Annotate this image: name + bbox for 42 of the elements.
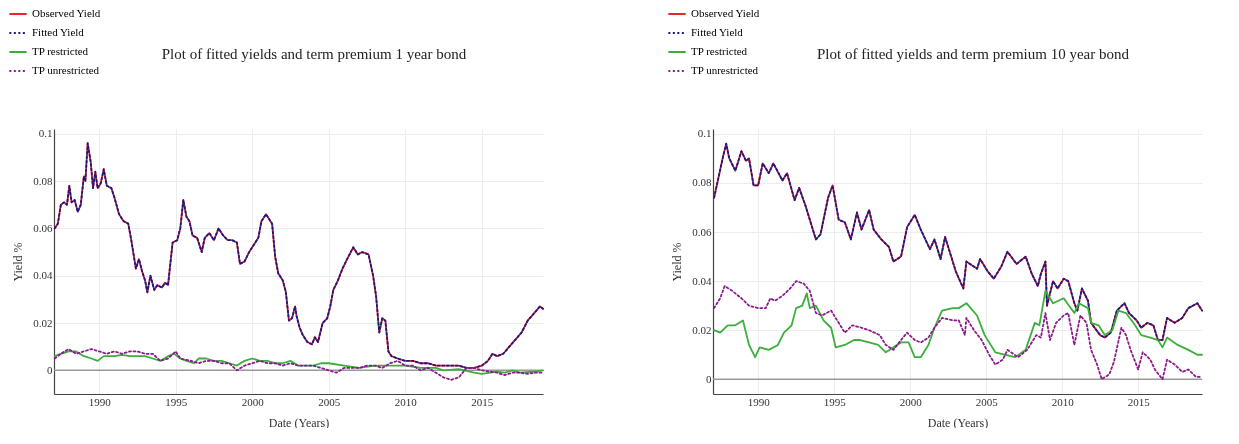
line-series <box>53 142 544 369</box>
line-series <box>713 280 1203 381</box>
legend-label: TP restricted <box>32 45 89 57</box>
legend-label: Fitted Yield <box>32 26 85 38</box>
y-tick-label: 0 <box>706 372 712 385</box>
legend-label: Observed Yield <box>691 7 760 19</box>
legend-label: Fitted Yield <box>691 26 744 38</box>
x-tick-label: 2005 <box>975 395 999 408</box>
y-tick-label: 0.08 <box>692 176 712 189</box>
legend-label: Observed Yield <box>32 7 101 19</box>
y-tick-label: 0.02 <box>692 323 712 336</box>
y-tick-label: 0.04 <box>692 274 712 287</box>
line-series <box>713 142 1203 341</box>
x-tick-label: 2015 <box>1127 395 1151 408</box>
x-tick-label: 2010 <box>394 395 418 408</box>
x-tick-label: 1995 <box>823 395 847 408</box>
y-tick-label: 0.06 <box>692 225 712 238</box>
legend-label: TP unrestricted <box>691 64 759 76</box>
x-tick-label: 2015 <box>471 395 494 408</box>
chart-title: Plot of fitted yields and term premium 1 year bond <box>161 46 467 62</box>
x-tick-label: 2010 <box>1051 395 1075 408</box>
legend-label: TP restricted <box>691 45 748 57</box>
x-tick-label: 1995 <box>165 395 188 408</box>
y-tick-label: 0.02 <box>33 316 53 329</box>
y-tick-label: 0 <box>47 363 53 376</box>
y-tick-label: 0.1 <box>38 127 53 140</box>
y-tick-label: 0.1 <box>697 127 712 140</box>
legend-label: TP unrestricted <box>32 64 100 76</box>
y-axis-title: Yield % <box>11 242 26 282</box>
y-tick-label: 0.08 <box>33 174 53 187</box>
x-tick-label: 1990 <box>88 395 112 408</box>
x-tick-label: 2005 <box>318 395 341 408</box>
chart-title: Plot of fitted yields and term premium 10 year bond <box>816 46 1130 62</box>
x-tick-label: 2000 <box>899 395 923 408</box>
y-tick-label: 0.04 <box>33 269 53 282</box>
line-series <box>53 350 544 375</box>
y-axis-title: Yield % <box>670 242 685 282</box>
line-series <box>713 290 1203 359</box>
line-series <box>53 348 544 381</box>
x-tick-label: 2000 <box>241 395 265 408</box>
y-tick-label: 0.06 <box>33 221 53 234</box>
x-tick-label: 1990 <box>747 395 771 408</box>
